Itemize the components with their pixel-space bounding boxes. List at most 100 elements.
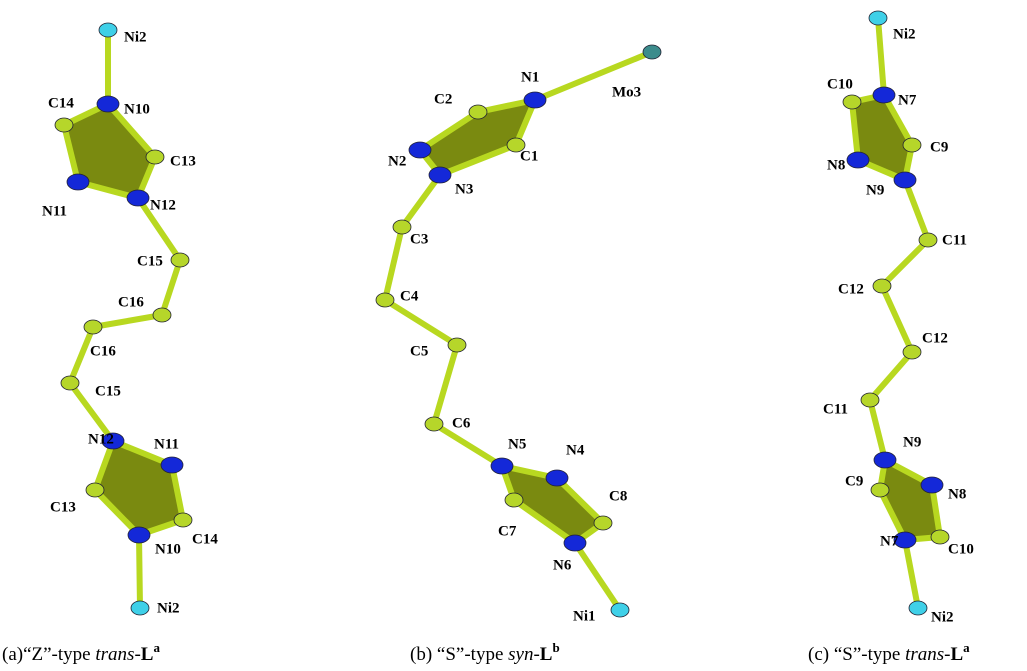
bond (139, 535, 140, 608)
atom-label: N7 (898, 92, 917, 108)
atom (127, 190, 149, 206)
atom-label: C12 (838, 281, 864, 297)
atom (921, 477, 943, 493)
atom (491, 458, 513, 474)
atom-label: C13 (50, 499, 76, 515)
atom-label: C2 (434, 91, 452, 107)
atom (128, 527, 150, 543)
atom-label: Ni2 (157, 600, 180, 616)
atom-label: C7 (498, 523, 517, 539)
figure: Ni2N10C14C13N11N12C15C16C16C15N12N11C13C… (0, 0, 1027, 671)
atom (84, 320, 102, 334)
atom-label: C11 (942, 232, 967, 248)
atom (643, 45, 661, 59)
atom (376, 293, 394, 307)
atom-label: N11 (154, 436, 179, 452)
atom (505, 493, 523, 507)
atom (847, 152, 869, 168)
atom (546, 470, 568, 486)
atom-label: N10 (155, 541, 181, 557)
atom (903, 345, 921, 359)
bond (905, 180, 928, 240)
atom-label: C9 (930, 139, 948, 155)
bond (434, 345, 457, 424)
atom (843, 95, 861, 109)
atom (861, 393, 879, 407)
atom-label: C14 (192, 531, 218, 547)
atom-label: C3 (410, 231, 428, 247)
bond (878, 18, 884, 95)
bond (870, 400, 885, 460)
atom (153, 308, 171, 322)
caption: (b) “S”-type syn-Lb (410, 640, 560, 665)
atom (594, 516, 612, 530)
atom-label: N10 (124, 101, 150, 117)
atom (425, 417, 443, 431)
bond (870, 352, 912, 400)
atom-label: C9 (845, 473, 863, 489)
atom (97, 96, 119, 112)
bond (575, 543, 620, 610)
atom (448, 338, 466, 352)
atom-label: N12 (150, 197, 176, 213)
atom (429, 167, 451, 183)
atom-label: C14 (48, 95, 74, 111)
bond (882, 240, 928, 286)
atom-label: N3 (455, 181, 473, 197)
atom-label: N9 (866, 182, 884, 198)
atom-label: N6 (553, 557, 572, 573)
atom-label: C12 (922, 330, 948, 346)
atom (99, 23, 117, 37)
bond (162, 260, 180, 315)
atom-label: C16 (90, 343, 116, 359)
atom-label: C13 (170, 153, 196, 169)
atom-label: C10 (948, 541, 974, 557)
atom (146, 150, 164, 164)
bond (905, 540, 918, 608)
atom-label: N12 (88, 431, 114, 447)
atom (564, 535, 586, 551)
atom-label: N7 (880, 533, 899, 549)
bond (93, 315, 162, 327)
atom (903, 138, 921, 152)
atom-label: N11 (42, 203, 67, 219)
atom (86, 483, 104, 497)
atom (171, 253, 189, 267)
atom (161, 457, 183, 473)
atom-label: Mo3 (612, 84, 641, 100)
caption: (c) “S”-type trans-La (808, 640, 970, 665)
atom (409, 142, 431, 158)
atom-label: Ni1 (573, 608, 596, 624)
atom-label: C10 (827, 76, 853, 92)
atom-label: N9 (903, 434, 921, 450)
atom-label: C15 (137, 253, 163, 269)
atom (871, 483, 889, 497)
atom (393, 220, 411, 234)
atom (873, 279, 891, 293)
atom (873, 87, 895, 103)
caption: (a)“Z”-type trans-La (2, 640, 160, 665)
atom-label: Ni2 (931, 609, 954, 625)
atom-label: C4 (400, 288, 419, 304)
atom (931, 530, 949, 544)
atom (67, 174, 89, 190)
atom-label: C6 (452, 415, 471, 431)
bond (385, 300, 457, 345)
atom (919, 233, 937, 247)
atom (524, 92, 546, 108)
atom (869, 11, 887, 25)
atom-label: Ni2 (124, 29, 147, 45)
atom-label: N8 (948, 486, 966, 502)
bond (402, 175, 440, 227)
atom-label: C15 (95, 383, 121, 399)
atom (874, 452, 896, 468)
atom-label: N4 (566, 442, 585, 458)
atom-label: C1 (520, 148, 538, 164)
atom-label: C8 (609, 488, 627, 504)
atom-label: C5 (410, 343, 428, 359)
atom (909, 601, 927, 615)
atom-label: N8 (827, 157, 845, 173)
atom (61, 376, 79, 390)
atom-label: N1 (521, 69, 539, 85)
bond (882, 286, 912, 352)
